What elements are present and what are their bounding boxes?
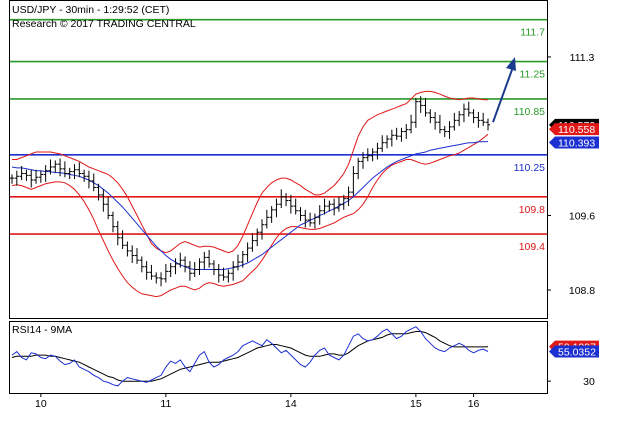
projection-arrow-head	[506, 56, 516, 71]
moving-average-line	[11, 141, 489, 270]
rsi-panel-frame	[9, 321, 548, 394]
y-tick-label-2: 108.8	[569, 285, 595, 297]
x-tick-label-1: 11	[160, 398, 171, 410]
x-tick-label-3: 15	[410, 398, 422, 410]
labels-layer: 111.711.25110.85110.25109.8109.4110.5721…	[514, 27, 599, 359]
rsi-ma-line	[11, 331, 489, 382]
y-tick-label-0: 111.3	[570, 52, 595, 64]
level-label-2: 110.85	[514, 106, 545, 118]
level-label-3: 110.25	[514, 162, 545, 174]
price-box-label-1: 110.558	[558, 124, 595, 136]
rsi-layer	[11, 326, 489, 387]
bands-layer	[11, 90, 489, 298]
level-label-1: 11.25	[520, 69, 546, 81]
x-tick-label-2: 14	[285, 398, 297, 410]
price-box-2	[549, 136, 599, 149]
levels-layer	[10, 18, 547, 235]
price-panel-frame	[9, 0, 548, 319]
rsi-title: RSI14 - 9MA	[12, 324, 72, 336]
bollinger-lower-line	[11, 133, 489, 298]
rsi-box-label-1: 55.0352	[558, 347, 596, 359]
x-tick-label-4: 16	[468, 398, 480, 410]
level-label-4: 109.8	[519, 204, 545, 216]
level-label-5: 109.4	[519, 241, 545, 253]
level-label-0: 111.7	[520, 27, 545, 39]
x-tick-label-0: 10	[35, 398, 47, 410]
rsi-box-1	[549, 345, 599, 358]
projection-arrow-shaft	[492, 66, 514, 123]
price-box-1	[549, 123, 599, 136]
arrow-layer	[492, 56, 516, 123]
chart-title: USD/JPY - 30min - 1:29:52 (CET)	[12, 4, 169, 16]
y-tick-label-1: 109.6	[569, 210, 595, 222]
bars-layer	[9, 96, 491, 287]
bollinger-upper-line	[12, 90, 488, 254]
rsi-y-tick-label-0: 30	[583, 376, 595, 388]
rsi-line	[11, 326, 489, 387]
axis-layer: 111.3 109.6 108.8 10 11 14 15 16 30	[35, 52, 595, 410]
chart-subtitle: Research © 2017 TRADING CENTRAL	[12, 18, 196, 30]
price-box-label-2: 110.393	[558, 138, 595, 150]
